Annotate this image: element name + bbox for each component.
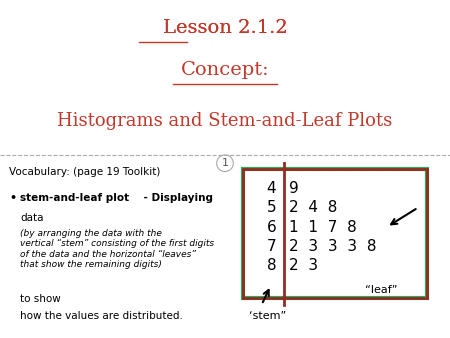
- Text: ‘stem”: ‘stem”: [249, 311, 286, 321]
- Text: 2  4  8: 2 4 8: [289, 200, 338, 215]
- Text: 2  3: 2 3: [289, 258, 318, 273]
- Text: 9: 9: [289, 180, 299, 196]
- Text: 7: 7: [267, 239, 276, 254]
- Text: to show: to show: [20, 294, 61, 304]
- Text: Lesson 2.1.2: Lesson 2.1.2: [162, 19, 288, 37]
- Bar: [243, 169, 428, 298]
- Text: 1: 1: [221, 158, 229, 168]
- Text: (by arranging the data with the
vertical “stem” consisting of the first digits
o: (by arranging the data with the vertical…: [20, 229, 214, 269]
- Text: stem-and-leaf plot: stem-and-leaf plot: [20, 193, 130, 203]
- Bar: [243, 169, 428, 298]
- Text: 4: 4: [267, 180, 276, 196]
- Text: Lesson 2.1.2: Lesson 2.1.2: [162, 19, 288, 37]
- Text: 1  1  7  8: 1 1 7 8: [289, 219, 357, 235]
- Text: Concept:: Concept:: [181, 61, 269, 79]
- Text: 5: 5: [267, 200, 276, 215]
- Text: - Displaying: - Displaying: [140, 193, 212, 203]
- Text: how the values are distributed.: how the values are distributed.: [20, 311, 183, 321]
- Text: Histograms and Stem-and-Leaf Plots: Histograms and Stem-and-Leaf Plots: [58, 112, 392, 130]
- Text: 6: 6: [266, 219, 276, 235]
- Text: data: data: [20, 213, 44, 223]
- Text: “leaf”: “leaf”: [365, 285, 397, 295]
- Text: 2  3  3  3  8: 2 3 3 3 8: [289, 239, 377, 254]
- Text: Vocabulary: (page 19 Toolkit): Vocabulary: (page 19 Toolkit): [9, 167, 160, 177]
- Text: •: •: [9, 193, 16, 203]
- Text: 8: 8: [267, 258, 276, 273]
